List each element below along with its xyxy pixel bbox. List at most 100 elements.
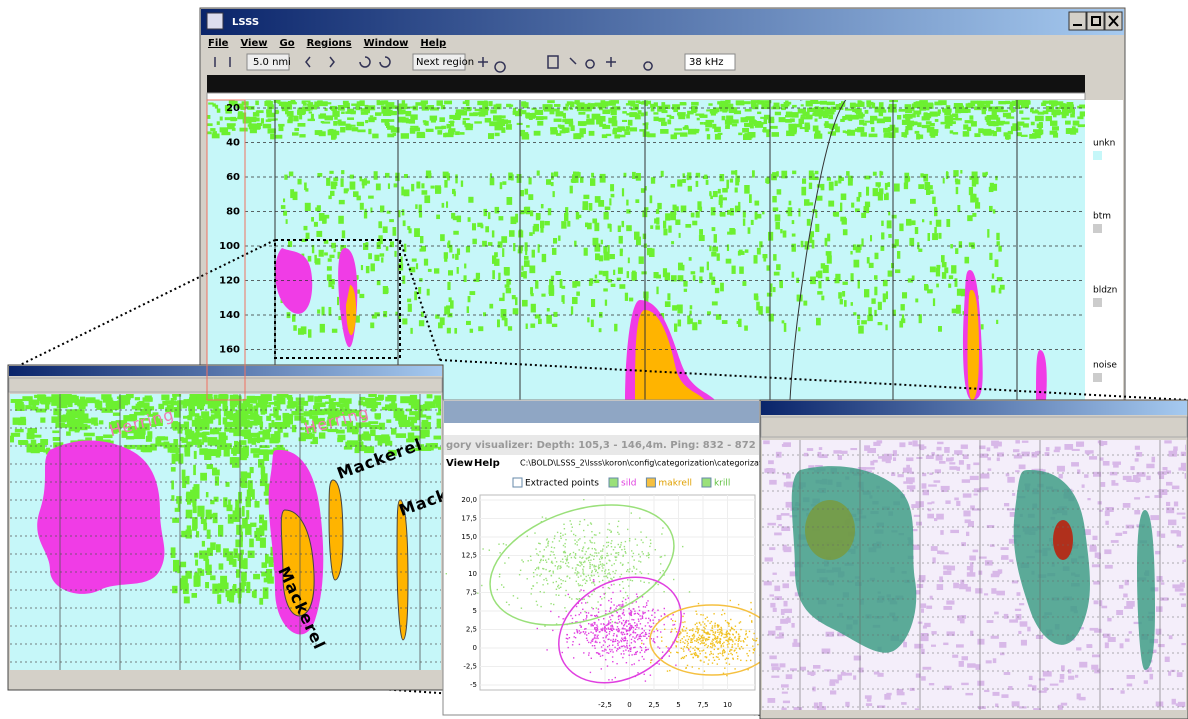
scatter-point xyxy=(719,642,721,644)
echo-speckle xyxy=(772,196,777,203)
menu-item[interactable]: Help xyxy=(474,458,500,469)
echo-speckle xyxy=(1007,476,1015,483)
echo-speckle xyxy=(172,517,180,523)
echo-speckle xyxy=(748,117,753,123)
legend-checkbox[interactable] xyxy=(512,477,523,488)
echo-speckle xyxy=(923,173,929,182)
right-echogram xyxy=(762,440,1186,710)
minimize-button[interactable] xyxy=(1068,11,1087,31)
scatter-point xyxy=(697,647,700,650)
distance-field[interactable]: 5.0 nmi xyxy=(253,57,291,68)
scatter-point xyxy=(582,608,584,610)
echo-speckle xyxy=(956,500,961,507)
echo-speckle xyxy=(815,107,823,113)
echo-speckle xyxy=(1051,104,1058,107)
scatter-point xyxy=(654,616,656,618)
echo-speckle xyxy=(895,269,901,274)
echo-speckle xyxy=(297,109,302,115)
echo-speckle xyxy=(814,133,823,139)
echo-speckle xyxy=(779,632,784,639)
echo-speckle xyxy=(903,182,909,190)
echo-speckle xyxy=(765,178,770,184)
echo-speckle xyxy=(502,292,505,302)
echo-speckle xyxy=(118,395,131,400)
scatter-point xyxy=(711,645,714,647)
echo-speckle xyxy=(625,126,630,130)
menu-item[interactable]: Regions xyxy=(307,38,352,49)
scatter-point xyxy=(671,628,673,630)
scatter-point xyxy=(717,656,719,658)
echo-speckle xyxy=(262,395,267,403)
echo-speckle xyxy=(261,562,268,568)
scatter-point xyxy=(746,652,748,655)
echo-speckle xyxy=(223,497,228,508)
menu-item[interactable]: Go xyxy=(279,38,294,49)
scatter-point xyxy=(616,650,618,652)
scatter-point xyxy=(593,580,595,583)
scatter-point xyxy=(602,545,605,547)
echo-speckle xyxy=(960,618,965,624)
legend-checkbox[interactable] xyxy=(608,477,619,488)
scatter-point xyxy=(613,583,615,586)
scatter-point xyxy=(650,638,653,640)
echo-speckle xyxy=(594,222,600,232)
scatter-point xyxy=(618,533,620,535)
frequency-select[interactable]: 38 kHz xyxy=(689,57,723,68)
echo-speckle xyxy=(337,296,340,306)
scatter-point xyxy=(613,640,615,643)
scatter-point xyxy=(690,641,692,643)
echo-speckle xyxy=(683,126,689,130)
echo-speckle xyxy=(380,105,387,110)
echo-speckle xyxy=(361,179,367,186)
echo-speckle xyxy=(985,119,989,122)
category-swatch xyxy=(1093,373,1102,382)
echo-speckle xyxy=(827,233,831,242)
echo-speckle xyxy=(716,253,720,261)
maximize-button[interactable] xyxy=(1086,11,1105,31)
scatter-point xyxy=(753,649,755,652)
menu-item[interactable]: View xyxy=(240,38,267,49)
menu-item[interactable]: File xyxy=(208,38,229,49)
echo-speckle xyxy=(757,122,765,125)
echo-speckle xyxy=(1089,544,1097,549)
echo-speckle xyxy=(319,417,325,426)
echo-speckle xyxy=(410,394,418,402)
echo-speckle xyxy=(127,425,137,434)
echo-speckle xyxy=(641,271,647,275)
menu-item[interactable]: View xyxy=(446,458,473,469)
echo-speckle xyxy=(653,102,658,107)
menu-item[interactable]: Window xyxy=(364,38,409,49)
legend-checkbox[interactable] xyxy=(701,477,712,488)
echo-speckle xyxy=(677,319,682,327)
scatter-point xyxy=(647,573,650,575)
scatter-point xyxy=(529,555,532,557)
scatter-point xyxy=(729,599,731,602)
scatter-point xyxy=(558,577,560,579)
scatter-point xyxy=(723,636,725,639)
scatter-point xyxy=(574,557,577,559)
echo-speckle xyxy=(1019,621,1028,627)
scatter-point xyxy=(597,608,600,610)
echo-speckle xyxy=(714,126,721,133)
scatter-point xyxy=(686,646,689,649)
echo-speckle xyxy=(419,248,426,252)
echo-speckle xyxy=(433,399,441,404)
echo-speckle xyxy=(1116,610,1124,616)
legend-checkbox[interactable] xyxy=(645,477,656,488)
echo-speckle xyxy=(552,191,555,198)
menu-item[interactable]: Help xyxy=(420,38,446,49)
echo-speckle xyxy=(918,248,923,252)
scatter-points xyxy=(445,499,776,682)
echo-speckle xyxy=(864,445,871,451)
echo-speckle xyxy=(757,111,762,115)
scatter-point xyxy=(675,664,677,666)
echo-speckle xyxy=(355,104,361,111)
echo-speckle xyxy=(673,107,679,113)
next-region-button[interactable]: Next region xyxy=(416,57,474,68)
echo-speckle xyxy=(489,177,495,186)
scatter-point xyxy=(628,571,630,573)
scatter-point xyxy=(545,539,548,541)
scatter-point xyxy=(585,611,587,614)
echo-speckle xyxy=(1072,126,1076,131)
echo-speckle xyxy=(884,694,891,700)
